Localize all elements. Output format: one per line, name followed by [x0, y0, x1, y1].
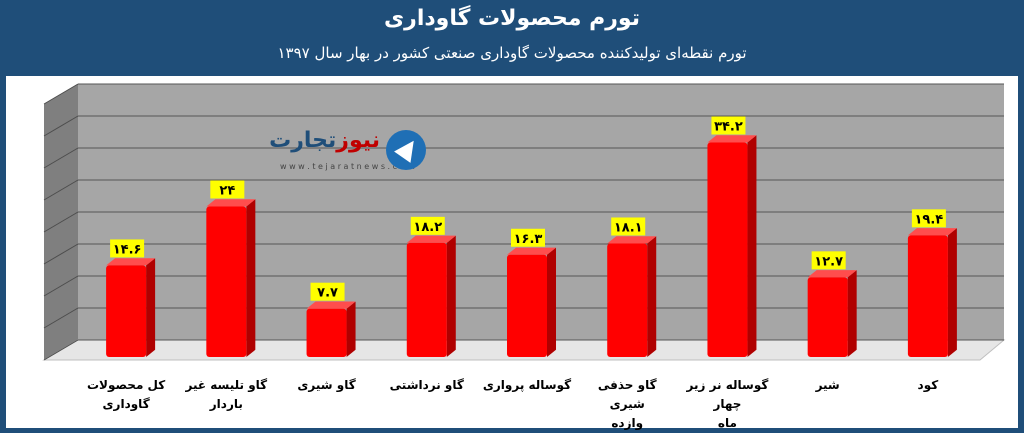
category-label: گوساله نر زیر چهار ماه	[679, 376, 775, 433]
bar-top	[106, 258, 156, 266]
bar-top	[206, 199, 256, 207]
bar-side	[647, 236, 657, 357]
data-label-bg	[310, 282, 345, 301]
data-label-bg	[911, 209, 946, 228]
chart-title: تورم محصولات گاوداری	[384, 6, 640, 31]
gridline-side	[43, 83, 79, 105]
data-label-bg	[511, 228, 545, 247]
category-label-line: گاو نرداشتی	[389, 378, 464, 392]
frame-border-right	[1018, 76, 1024, 433]
category-label-line: ماه	[717, 416, 737, 430]
bar-side	[747, 135, 757, 357]
bar	[807, 277, 848, 357]
bar-side	[847, 270, 857, 357]
bar-top	[406, 235, 456, 243]
gridline-side	[43, 307, 79, 329]
gridline-side	[43, 115, 79, 137]
category-label-line: گوساله نر زیر چهار	[686, 378, 769, 411]
data-label-bg	[110, 239, 145, 258]
category-label: گاو تلیسه غیر باردار	[178, 376, 274, 414]
category-label-line: شیر	[815, 378, 840, 392]
arrow-logo-icon	[386, 130, 426, 170]
bar-side	[246, 199, 256, 357]
bar	[106, 265, 147, 357]
category-label-line: کود	[917, 378, 939, 392]
bar-top	[807, 270, 857, 278]
data-label-bg	[611, 217, 646, 236]
header-bar: تورم محصولات گاوداری تورم نقطه‌ای تولیدک…	[0, 0, 1024, 76]
category-label: شیر	[780, 376, 876, 395]
bar-side	[947, 228, 957, 357]
bar-top	[607, 236, 657, 244]
data-label: ۱۸.۱	[614, 220, 643, 235]
bar	[507, 254, 547, 357]
data-label: ۱۹.۴	[915, 212, 944, 227]
logo-name-main: تجارت	[269, 128, 337, 153]
category-label-line: گوساله پرواری	[482, 378, 572, 392]
category-label-line: وازده	[611, 416, 644, 430]
data-label: ۱۲.۷	[814, 254, 843, 269]
data-label: ۷.۷	[317, 286, 338, 301]
bar-top	[507, 247, 556, 255]
category-label-line: گاو حذفی شیری	[597, 378, 657, 411]
bar	[707, 142, 748, 357]
bar	[306, 308, 347, 357]
frame-border-bottom	[0, 428, 1024, 433]
data-label: ۱۴.۶	[113, 242, 142, 257]
data-label: ۱۶.۳	[514, 232, 543, 247]
category-label-line: گاوداری	[102, 397, 150, 411]
bar	[607, 243, 648, 357]
bar-side	[346, 301, 356, 357]
data-label: ۱۸.۲	[413, 220, 442, 235]
gridline-side	[43, 243, 79, 265]
data-label: ۳۴.۲	[714, 119, 743, 134]
category-label-line: گاو شیری	[297, 378, 356, 392]
data-label-bg	[711, 116, 746, 135]
logo-name: نیوزتجارت	[269, 128, 380, 153]
gridline-side	[43, 147, 79, 169]
category-label-line: کل محصولات	[86, 378, 166, 392]
category-label: گاو شیری	[279, 376, 375, 395]
gridline-side	[43, 179, 79, 201]
bar-top	[907, 228, 957, 236]
category-label: کود	[880, 376, 976, 395]
gridline-side	[43, 211, 79, 233]
bar	[206, 206, 247, 357]
category-label-line: باردار	[209, 397, 243, 411]
bar-side	[446, 235, 456, 357]
category-label: گاو نرداشتی	[379, 376, 475, 395]
chart-subtitle: تورم نقطه‌ای تولیدکننده محصولات گاوداری …	[277, 44, 747, 62]
category-label-line: گاو تلیسه غیر	[185, 378, 268, 392]
tejarat-news-logo: نیوزتجارت w w w . t e j a r a t n e w s …	[269, 124, 426, 180]
gridline-side	[43, 275, 79, 297]
bar-side	[547, 247, 556, 357]
data-label-bg	[210, 180, 245, 199]
logo-name-accent: نیوز	[336, 128, 380, 153]
category-label: گوساله پرواری	[479, 376, 575, 395]
logo-url: w w w . t e j a r a t n e w s . c o m	[280, 162, 415, 171]
bar-top	[707, 135, 757, 143]
gridline-side	[43, 339, 79, 361]
category-label: گاو حذفی شیری وازده	[579, 376, 675, 433]
bar	[907, 235, 948, 357]
bar-side	[146, 258, 156, 357]
frame-border-left	[0, 76, 6, 433]
data-label: ۲۴	[219, 183, 235, 198]
data-label-bg	[410, 216, 445, 235]
bar-top	[306, 301, 356, 309]
category-label: کل محصولات گاوداری	[78, 376, 174, 414]
bar	[406, 242, 447, 357]
data-label-bg	[811, 251, 846, 270]
